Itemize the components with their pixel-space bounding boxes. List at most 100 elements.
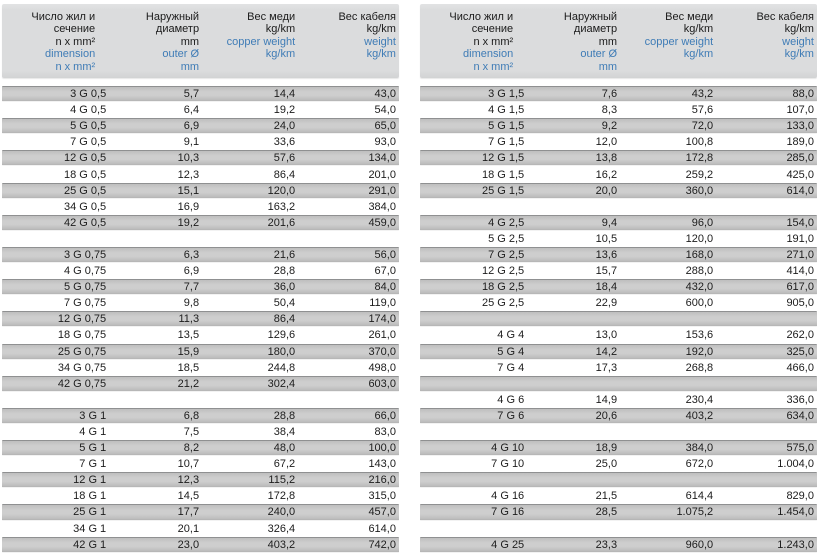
table-row: 4 G 10 18,9 384,0 575,0 <box>420 440 817 457</box>
table-row: 4 G 2,5 9,4 96,0 154,0 <box>420 214 817 231</box>
table-row: 5 G 0,75 7,7 36,0 84,0 <box>2 279 399 296</box>
copper-weight-header: Вес меди kg/km copper weight kg/km <box>202 11 298 78</box>
table-row: 3 G 1 6,8 28,8 66,0 <box>2 407 399 424</box>
dimension-cell: 18 G 1 <box>73 490 107 503</box>
copper-weight-cell: 33,6 <box>273 136 296 149</box>
dimension-cell: 7 G 10 <box>491 458 525 471</box>
outer-diameter-cell: 7,5 <box>183 426 200 439</box>
cable-weight-cell: 291,0 <box>368 184 396 197</box>
table-body: 3 G 0,5 5,7 14,4 43,0 4 G 0,5 6,4 19,2 54,0 5 G … <box>2 86 399 553</box>
cable-weight-cell: 83,0 <box>374 426 396 439</box>
outer-diameter-cell: 6,9 <box>183 265 200 278</box>
copper-weight-header: Вес меди kg/km copper weight kg/km <box>620 11 716 78</box>
copper-weight-cell: 259,2 <box>685 168 714 181</box>
header-line-en: weight <box>364 35 396 48</box>
table-row: 5 G 1 8,2 48,0 100,0 <box>2 440 399 457</box>
spacer-row <box>420 472 817 489</box>
dimension-cell: 25 G 0,75 <box>57 345 107 358</box>
outer-diameter-cell: 28,5 <box>595 506 618 519</box>
dimension-cell: 12 G 0,5 <box>63 152 107 165</box>
dimension-cell: 7 G 2,5 <box>488 248 525 261</box>
header-line: сечение <box>471 23 514 36</box>
cable-weight-header: Вес кабеля kg/km weight kg/km <box>716 11 817 78</box>
header-line-en: mm <box>180 60 200 73</box>
outer-diameter-cell: 6,3 <box>183 248 200 261</box>
dimension-cell: 18 G 1,5 <box>481 168 525 181</box>
table-row: 4 G 1 7,5 38,4 83,0 <box>2 423 399 441</box>
header-line-en: kg/km <box>683 48 714 61</box>
header-line: Число жил и <box>449 11 514 23</box>
header-line: диаметр <box>573 23 618 36</box>
table-row: 7 G 1 10,7 67,2 143,0 <box>2 456 399 473</box>
cable-weight-header: Вес кабеля kg/km weight kg/km <box>298 11 399 78</box>
table-row: 7 G 10 25,0 672,0 1.004,0 <box>420 456 817 473</box>
outer-diameter-cell: 22,9 <box>595 297 618 310</box>
dimension-cell: 7 G 0,75 <box>63 297 107 310</box>
outer-diameter-cell: 21,2 <box>177 377 200 390</box>
table-row: 7 G 1,5 12,0 100,8 189,0 <box>420 134 817 151</box>
copper-weight-cell: 28,8 <box>273 409 296 422</box>
dimension-cell: 12 G 0,75 <box>57 313 107 326</box>
header-line-en: n x mm² <box>55 60 96 73</box>
dimension-cell: 7 G 1 <box>79 458 107 471</box>
copper-weight-cell: 960,0 <box>685 538 714 551</box>
cable-weight-cell: 189,0 <box>786 136 814 149</box>
copper-weight-cell: 384,0 <box>685 442 714 455</box>
cable-weight-cell: 93,0 <box>374 136 396 149</box>
table-row: 5 G 1,5 9,2 72,0 133,0 <box>420 118 817 135</box>
outer-diameter-cell: 20,1 <box>177 522 200 535</box>
dimension-cell: 3 G 0,5 <box>70 88 107 101</box>
outer-diameter-cell: 20,0 <box>595 184 618 197</box>
dimension-cell: 4 G 6 <box>497 393 525 406</box>
copper-weight-cell: 48,0 <box>273 442 296 455</box>
cable-weight-cell: 262,0 <box>786 329 814 342</box>
cable-weight-cell: 66,0 <box>374 409 396 422</box>
table-row: 5 G 2,5 10,5 120,0 191,0 <box>420 230 817 247</box>
cable-weight-cell: 466,0 <box>786 361 814 374</box>
header-line: n x mm² <box>473 35 514 48</box>
copper-weight-cell: 1.075,2 <box>676 506 714 519</box>
cable-weight-cell: 1.004,0 <box>777 458 814 471</box>
header-line-en: weight <box>782 35 814 48</box>
cable-weight-cell: 498,0 <box>368 361 396 374</box>
copper-weight-cell: 67,2 <box>273 458 296 471</box>
copper-weight-cell: 288,0 <box>685 265 714 278</box>
copper-weight-cell: 19,2 <box>273 104 296 117</box>
copper-weight-cell: 153,6 <box>685 329 714 342</box>
dimension-cell: 42 G 0,5 <box>63 216 107 229</box>
outer-diameter-cell: 8,2 <box>183 442 200 455</box>
outer-diameter-cell: 9,1 <box>183 136 200 149</box>
cable-weight-cell: 216,0 <box>368 474 396 487</box>
table-row: 7 G 4 17,3 268,8 466,0 <box>420 359 817 376</box>
copper-weight-cell: 403,2 <box>267 538 296 551</box>
outer-diameter-cell: 17,3 <box>595 361 618 374</box>
copper-weight-cell: 172,8 <box>267 490 296 503</box>
outer-diameter-cell: 9,8 <box>183 297 200 310</box>
cable-weight-cell: 143,0 <box>368 458 396 471</box>
table-row: 25 G 1 17,7 240,0 457,0 <box>2 504 399 521</box>
dimension-cell: 4 G 10 <box>491 442 525 455</box>
table-row: 34 G 0,75 18,5 244,8 498,0 <box>2 359 399 376</box>
spacer-row <box>420 423 817 441</box>
cable-weight-cell: 829,0 <box>786 490 814 503</box>
copper-weight-cell: 50,4 <box>273 297 296 310</box>
header-line: Вес кабеля <box>338 11 396 23</box>
outer-diameter-cell: 15,1 <box>177 184 200 197</box>
copper-weight-cell: 115,2 <box>268 474 296 487</box>
copper-weight-cell: 432,0 <box>685 281 714 294</box>
outer-diameter-cell: 6,9 <box>183 120 200 133</box>
outer-diameter-cell: 6,8 <box>183 409 200 422</box>
copper-weight-cell: 86,4 <box>273 313 296 326</box>
cable-weight-cell: 617,0 <box>786 281 814 294</box>
dimension-cell: 25 G 1 <box>73 506 107 519</box>
copper-weight-cell: 36,0 <box>273 281 296 294</box>
dimension-cell: 5 G 1 <box>79 442 107 455</box>
table-row: 5 G 4 14,2 192,0 325,0 <box>420 343 817 360</box>
cable-weight-cell: 261,0 <box>368 329 396 342</box>
spacer-row <box>420 311 817 328</box>
dimension-cell: 7 G 16 <box>491 506 525 519</box>
dimension-cell: 5 G 0,5 <box>70 120 107 133</box>
table-row: 4 G 1,5 8,3 57,6 107,0 <box>420 102 817 119</box>
cable-weight-cell: 67,0 <box>374 265 396 278</box>
